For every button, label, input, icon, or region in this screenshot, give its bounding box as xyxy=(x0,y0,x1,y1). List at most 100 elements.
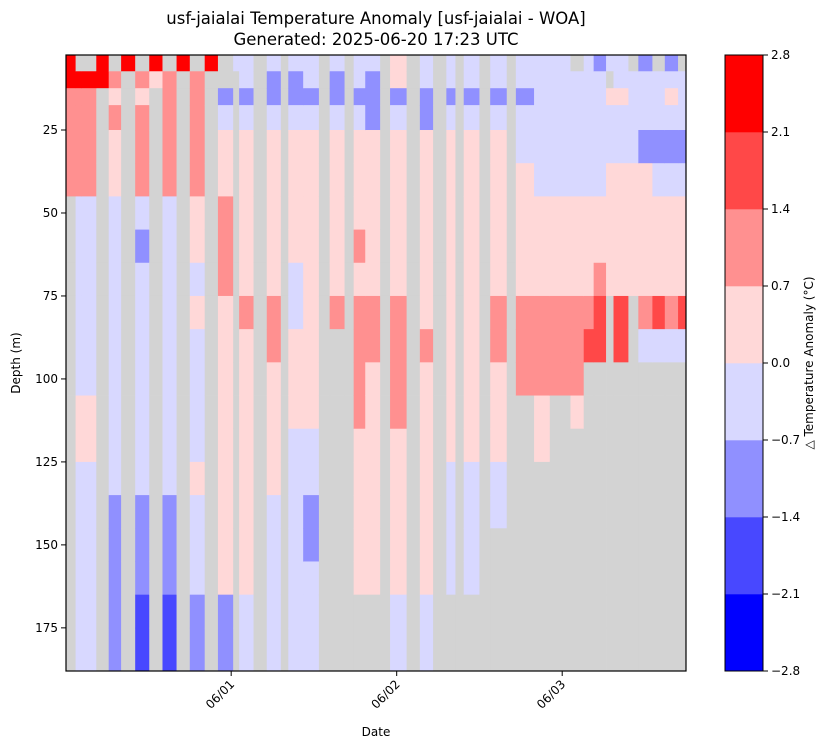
heatmap-cell xyxy=(490,130,508,164)
heatmap-cell xyxy=(204,196,219,230)
heatmap-cell xyxy=(280,561,289,596)
heatmap-cell xyxy=(593,329,607,363)
heatmap-cell xyxy=(135,88,150,106)
heatmap-cell xyxy=(66,395,76,430)
heatmap-cell xyxy=(446,262,456,297)
heatmap-cell xyxy=(365,163,381,197)
heatmap-cell xyxy=(280,163,289,197)
heatmap-cell xyxy=(628,329,639,363)
heatmap-cell xyxy=(189,88,206,106)
heatmap-cell xyxy=(678,130,687,164)
heatmap-cell xyxy=(162,55,177,72)
heatmap-cell xyxy=(135,428,150,463)
heatmap-cell xyxy=(664,627,679,672)
heatmap-cell xyxy=(433,262,447,297)
heatmap-cell xyxy=(406,229,421,264)
heatmap-cell xyxy=(463,55,480,72)
heatmap-cell xyxy=(446,528,456,562)
heatmap-cell xyxy=(664,130,679,164)
heatmap-cell xyxy=(593,295,607,330)
heatmap-cell xyxy=(266,196,282,230)
heatmap-cell xyxy=(390,395,408,430)
heatmap-cell xyxy=(189,461,206,496)
heatmap-cell xyxy=(534,561,551,596)
y-axis-label: Depth (m) xyxy=(9,332,23,393)
heatmap-cell xyxy=(217,262,234,297)
heatmap-cell xyxy=(463,196,480,230)
heatmap-cell xyxy=(638,196,653,230)
x-axis-label: Date xyxy=(362,725,391,739)
heatmap-cell xyxy=(75,295,82,330)
heatmap-cell xyxy=(463,395,480,430)
heatmap-cell xyxy=(108,130,122,164)
heatmap-cell xyxy=(433,528,447,562)
heatmap-cell xyxy=(239,295,254,330)
heatmap-cell xyxy=(353,71,366,89)
heatmap-cell xyxy=(303,196,320,230)
heatmap-cell xyxy=(515,528,535,562)
heatmap-cell xyxy=(189,395,206,430)
heatmap-cell xyxy=(189,594,206,629)
heatmap-cell xyxy=(380,395,391,430)
heatmap-cell xyxy=(638,495,653,529)
heatmap-cell xyxy=(549,329,571,363)
heatmap-cell xyxy=(606,329,614,363)
heatmap-cell xyxy=(380,495,391,529)
heatmap-cell xyxy=(149,163,163,197)
heatmap-cell xyxy=(455,262,465,297)
heatmap-cell xyxy=(96,88,110,106)
heatmap-cell xyxy=(253,130,268,164)
heatmap-cell xyxy=(344,627,355,672)
heatmap-cell xyxy=(344,196,355,230)
heatmap-cell xyxy=(176,55,191,72)
heatmap-cell xyxy=(570,627,585,672)
x-axis: 06/01 06/02 06/03 xyxy=(203,671,568,712)
heatmap-cell xyxy=(455,362,465,396)
heatmap-cell xyxy=(266,495,282,529)
heatmap-cell xyxy=(204,55,219,72)
heatmap-cell xyxy=(390,627,408,672)
heatmap-cell xyxy=(365,71,381,89)
heatmap-cell xyxy=(433,461,447,496)
heatmap-cell xyxy=(463,329,480,363)
heatmap-cell xyxy=(406,329,421,363)
heatmap-cell xyxy=(233,196,240,230)
heatmap-cell xyxy=(455,229,465,264)
heatmap-cell xyxy=(433,163,447,197)
heatmap-cell xyxy=(239,55,254,72)
heatmap-cell xyxy=(353,362,366,396)
heatmap-cell xyxy=(549,528,571,562)
heatmap-cell xyxy=(288,262,304,297)
heatmap-cell xyxy=(506,163,517,197)
heatmap-cell xyxy=(583,561,595,596)
heatmap-cell xyxy=(81,594,97,629)
heatmap-cell xyxy=(189,262,206,297)
heatmap-cell xyxy=(433,55,447,72)
heatmap-cell xyxy=(121,295,136,330)
heatmap-cell xyxy=(463,627,480,672)
heatmap-cell xyxy=(66,627,76,672)
heatmap-cell xyxy=(490,362,508,396)
heatmap-cell xyxy=(162,88,177,106)
heatmap-cell xyxy=(638,130,653,164)
heatmap-cell xyxy=(549,130,571,164)
heatmap-cell xyxy=(628,71,639,89)
heatmap-cell xyxy=(549,105,571,131)
heatmap-cell xyxy=(433,594,447,629)
heatmap-cell xyxy=(664,561,679,596)
heatmap-cell xyxy=(266,627,282,672)
colorbar-tick-label: 2.8 xyxy=(771,48,790,62)
heatmap-cell xyxy=(406,461,421,496)
heatmap-cell xyxy=(108,561,122,596)
heatmap-cell xyxy=(534,528,551,562)
heatmap-cell xyxy=(406,362,421,396)
heatmap-cell xyxy=(75,561,82,596)
heatmap-cell xyxy=(253,362,268,396)
heatmap-cell xyxy=(149,295,163,330)
heatmap-cell xyxy=(549,561,571,596)
heatmap-cell xyxy=(380,55,391,72)
heatmap-cell xyxy=(446,561,456,596)
colorbar-segment xyxy=(725,55,763,133)
heatmap-cell xyxy=(606,130,614,164)
heatmap-cell xyxy=(628,594,639,629)
